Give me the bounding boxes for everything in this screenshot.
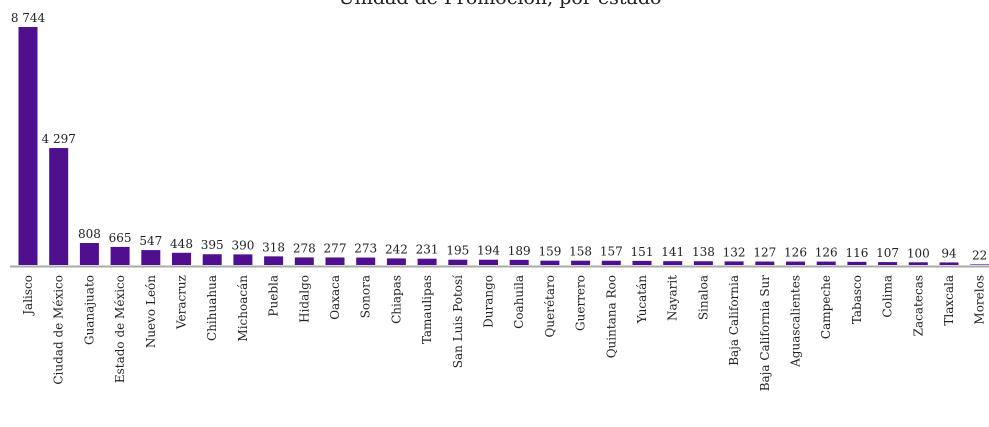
x-tick-label: Michoacán [236,275,250,342]
value-label: 100 [907,246,930,260]
value-label: 138 [692,245,715,259]
value-label: 158 [569,245,592,259]
bar [386,258,406,265]
bar [356,257,376,265]
value-label: 132 [723,245,746,259]
x-tick-label: Sonora [359,275,373,318]
bar [540,260,560,265]
bar [693,261,713,265]
bar [141,250,161,265]
value-label: 126 [815,246,838,260]
value-label: 141 [661,245,684,259]
value-label: 159 [538,245,561,259]
value-label: 94 [941,246,957,260]
bar [724,261,744,265]
value-label: 277 [324,241,347,255]
value-label: 273 [354,242,377,256]
value-label: 665 [109,231,132,245]
x-tick-label: Baja California Sur [758,275,772,392]
bar [509,259,529,265]
x-tick-label: Tamaulipas [420,275,434,344]
x-tick-label: Nuevo León [144,275,158,348]
x-tick-label: Durango [482,275,496,328]
bar [601,260,621,265]
bar [816,261,836,265]
bar [970,264,989,265]
value-label: 242 [385,242,408,256]
x-tick-label: Puebla [267,275,281,317]
value-label: 808 [78,227,101,241]
bar [202,254,222,265]
value-label: 22 [972,248,987,262]
x-tick-label: Tabasco [850,275,864,324]
x-tick-label: Quintana Roo [604,275,618,358]
value-label: 4 297 [42,132,76,146]
bar [233,254,253,265]
value-label: 157 [600,245,623,259]
bar [939,262,959,265]
x-tick-label: Ciudad de México [52,275,66,385]
bar [325,257,345,265]
x-tick-label: Guanajuato [82,275,96,345]
x-tick-label: Chiapas [389,275,403,324]
x-tick-label: Campeche [819,275,833,339]
bar [878,262,898,265]
x-tick-label: Nayarit [666,275,680,321]
bar [479,259,498,265]
x-tick-label: Baja California [727,275,741,366]
x-tick-label: Morelos [973,275,987,325]
bar [294,257,314,265]
chart-title: Unidad de Promoción, por estado [339,0,662,9]
x-tick-label: Zacatecas [911,275,925,336]
bar [172,252,191,265]
bar [49,148,69,265]
bar [847,261,867,265]
x-tick-label: Jalisco [21,275,35,317]
value-label: 107 [876,246,899,260]
x-tick-label: San Luis Potosí [451,275,465,368]
x-tick-label: Oaxaca [328,275,342,320]
value-label: 390 [231,238,254,252]
x-tick-label: Aguascalientes [789,275,803,368]
value-label: 151 [631,245,654,259]
value-label: 126 [784,246,807,260]
x-tick-label: Yucatán [635,275,649,324]
value-label: 116 [845,246,868,260]
bar [786,261,805,265]
bar [908,262,928,265]
x-tick-label: Colima [881,275,895,318]
bar [755,261,775,265]
x-tick-label: Tlaxcala [942,275,956,326]
bar [663,261,683,265]
x-tick-label: Veracruz [175,275,189,330]
bar [571,260,591,265]
value-label: 278 [293,241,316,255]
value-label: 195 [446,244,469,258]
x-tick-label: Estado de México [113,275,127,383]
bar [18,27,38,265]
value-label: 231 [416,243,439,257]
value-label: 395 [201,238,224,252]
bar [632,260,652,265]
x-tick-label: Querétaro [543,275,557,337]
bar [448,259,468,265]
value-label: 189 [508,244,531,258]
x-tick-label: Hidalgo [297,275,311,323]
value-label: 194 [477,244,500,258]
bar [79,243,99,265]
value-label: 448 [170,237,193,251]
bar [110,246,130,265]
x-tick-label: Coahuila [512,275,526,329]
value-label: 318 [262,240,285,254]
value-label: 547 [139,234,162,248]
bar [264,256,284,265]
x-tick-label: Chihuahua [205,275,219,341]
x-tick-label: Guerrero [574,275,588,331]
value-label: 8 744 [11,11,46,25]
x-tick-label: Sinaloa [696,275,710,320]
value-label: 127 [753,246,776,260]
bar [417,258,437,265]
